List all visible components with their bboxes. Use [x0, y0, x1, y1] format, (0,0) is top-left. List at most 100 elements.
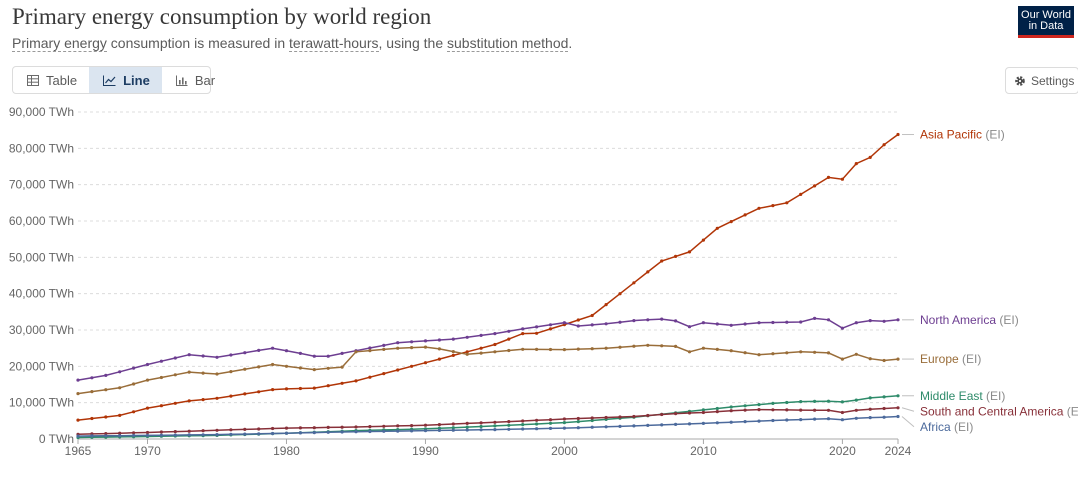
series-line[interactable] — [77, 133, 899, 421]
data-point[interactable] — [896, 414, 900, 419]
data-point[interactable] — [729, 420, 733, 424]
data-point[interactable] — [215, 396, 219, 400]
data-point[interactable] — [618, 320, 622, 324]
data-point[interactable] — [646, 318, 650, 322]
data-point[interactable] — [243, 367, 247, 371]
data-point[interactable] — [354, 379, 358, 383]
data-point[interactable] — [132, 366, 136, 370]
data-point[interactable] — [423, 429, 428, 433]
data-point[interactable] — [507, 348, 511, 353]
data-point[interactable] — [548, 426, 553, 430]
data-point[interactable] — [284, 387, 289, 391]
data-point[interactable] — [173, 433, 177, 437]
data-point[interactable] — [757, 353, 761, 357]
data-point[interactable] — [548, 323, 553, 327]
data-point[interactable] — [354, 350, 358, 354]
data-point[interactable] — [785, 400, 789, 405]
data-point[interactable] — [201, 371, 205, 375]
data-point[interactable] — [368, 375, 372, 379]
data-point[interactable] — [618, 292, 622, 296]
data-point[interactable] — [868, 396, 872, 400]
data-point[interactable] — [590, 416, 594, 420]
data-point[interactable] — [576, 318, 580, 322]
data-point[interactable] — [298, 366, 302, 370]
data-point[interactable] — [243, 392, 247, 396]
data-point[interactable] — [521, 327, 525, 331]
data-point[interactable] — [132, 410, 136, 414]
data-point[interactable] — [840, 418, 845, 422]
data-point[interactable] — [590, 347, 594, 351]
data-point[interactable] — [604, 322, 608, 326]
tab-line[interactable]: Line — [89, 67, 162, 93]
data-point[interactable] — [715, 347, 719, 351]
data-point[interactable] — [118, 413, 122, 417]
data-point[interactable] — [340, 381, 344, 385]
data-point[interactable] — [743, 322, 747, 326]
data-point[interactable] — [826, 417, 831, 421]
data-point[interactable] — [535, 418, 539, 422]
data-point[interactable] — [298, 426, 302, 430]
data-point[interactable] — [799, 320, 803, 324]
data-point[interactable] — [785, 418, 789, 422]
data-point[interactable] — [507, 427, 511, 431]
data-point[interactable] — [118, 434, 122, 438]
data-point[interactable] — [646, 423, 650, 427]
data-point[interactable] — [840, 400, 845, 404]
data-point[interactable] — [771, 320, 775, 325]
data-point[interactable] — [743, 404, 747, 408]
data-point[interactable] — [799, 192, 803, 196]
data-point[interactable] — [479, 424, 483, 429]
data-point[interactable] — [410, 364, 414, 368]
data-point[interactable] — [757, 419, 761, 423]
data-point[interactable] — [729, 349, 733, 353]
data-point[interactable] — [159, 359, 163, 363]
data-point[interactable] — [687, 422, 692, 426]
data-point[interactable] — [660, 259, 664, 263]
data-point[interactable] — [271, 431, 275, 436]
data-point[interactable] — [743, 420, 747, 424]
data-point[interactable] — [771, 204, 775, 208]
data-point[interactable] — [298, 386, 302, 391]
data-point[interactable] — [382, 372, 386, 376]
data-point[interactable] — [674, 422, 678, 426]
data-point[interactable] — [229, 394, 233, 398]
data-point[interactable] — [493, 350, 497, 354]
data-point[interactable] — [90, 416, 94, 421]
data-point[interactable] — [159, 430, 163, 434]
data-point[interactable] — [451, 353, 455, 357]
data-point[interactable] — [548, 327, 553, 331]
series-label[interactable]: Asia Pacific (EI) — [920, 128, 1005, 142]
data-point[interactable] — [243, 351, 247, 355]
data-point[interactable] — [715, 410, 719, 414]
data-point[interactable] — [410, 340, 414, 344]
data-point[interactable] — [799, 408, 803, 412]
data-point[interactable] — [771, 408, 775, 412]
tab-bar[interactable]: Bar — [162, 67, 227, 93]
data-point[interactable] — [882, 395, 886, 399]
data-point[interactable] — [465, 428, 469, 432]
data-point[interactable] — [76, 418, 80, 422]
data-point[interactable] — [687, 325, 692, 329]
data-point[interactable] — [159, 404, 163, 408]
data-point[interactable] — [701, 321, 706, 325]
data-point[interactable] — [104, 432, 108, 436]
series-line[interactable] — [77, 415, 899, 437]
data-point[interactable] — [257, 432, 261, 436]
data-point[interactable] — [271, 362, 275, 367]
data-point[interactable] — [618, 415, 622, 419]
data-point[interactable] — [604, 303, 608, 307]
data-point[interactable] — [465, 352, 469, 356]
data-point[interactable] — [215, 372, 219, 376]
data-point[interactable] — [660, 317, 664, 321]
data-point[interactable] — [271, 426, 275, 431]
data-point[interactable] — [646, 413, 650, 418]
data-point[interactable] — [785, 351, 789, 355]
data-point[interactable] — [493, 420, 497, 424]
data-point[interactable] — [451, 337, 455, 341]
data-point[interactable] — [521, 347, 525, 351]
data-point[interactable] — [229, 428, 233, 432]
data-point[interactable] — [145, 406, 150, 410]
data-point[interactable] — [298, 351, 302, 355]
data-point[interactable] — [201, 433, 205, 437]
data-point[interactable] — [729, 323, 733, 327]
